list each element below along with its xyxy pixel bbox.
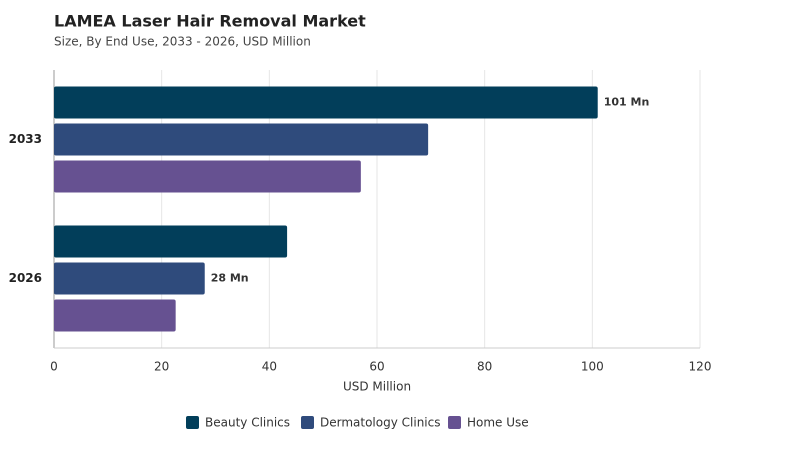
legend-label: Home Use [467, 416, 529, 430]
legend-label: Beauty Clinics [205, 416, 290, 430]
x-axis-label: USD Million [343, 380, 411, 394]
x-tick-label: 120 [689, 360, 712, 374]
bar [54, 225, 288, 258]
bar [54, 86, 598, 119]
y-tick-label: 2026 [9, 271, 42, 285]
bar [54, 160, 361, 193]
legend-swatch [301, 416, 314, 429]
x-tick-label: 0 [50, 360, 58, 374]
chart-subtitle: Size, By End Use, 2033 - 2026, USD Milli… [54, 35, 311, 49]
legend-swatch [186, 416, 199, 429]
x-tick-label: 40 [262, 360, 277, 374]
x-tick-label: 60 [369, 360, 384, 374]
legend-swatch [448, 416, 461, 429]
x-tick-label: 100 [581, 360, 604, 374]
chart-title: LAMEA Laser Hair Removal Market [54, 12, 366, 31]
data-label: 28 Mn [211, 272, 249, 285]
bar [54, 262, 205, 295]
x-tick-label: 80 [477, 360, 492, 374]
legend-label: Dermatology Clinics [320, 416, 440, 430]
data-label: 101 Mn [604, 96, 650, 109]
bar [54, 123, 429, 156]
x-tick-label: 20 [154, 360, 169, 374]
bar [54, 299, 176, 332]
y-tick-label: 2033 [9, 132, 42, 146]
